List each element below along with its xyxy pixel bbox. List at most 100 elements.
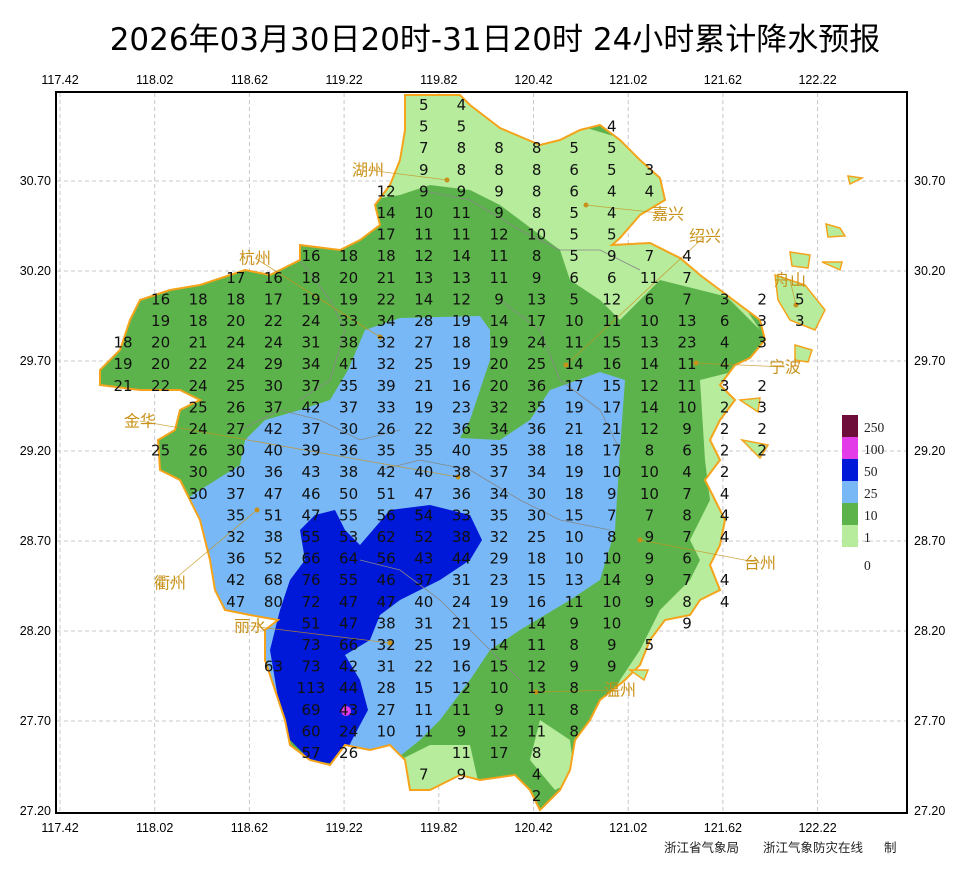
rainfall-value: 16	[301, 247, 320, 265]
lon-label-top: 120.42	[514, 73, 552, 87]
rainfall-value: 19	[414, 398, 433, 416]
city-marker-icon	[693, 360, 699, 366]
rainfall-value: 4	[457, 96, 467, 114]
rainfall-value: 10	[489, 679, 508, 697]
rainfall-value: 36	[527, 420, 546, 438]
rainfall-value: 30	[527, 506, 546, 524]
rainfall-value: 42	[377, 463, 396, 481]
rainfall-value: 32	[489, 398, 508, 416]
rainfall-value: 42	[339, 658, 358, 676]
rainfall-value: 16	[151, 290, 170, 308]
rainfall-value: 16	[452, 377, 471, 395]
rainfall-value: 2	[532, 787, 542, 805]
rainfall-value: 13	[677, 312, 696, 330]
rainfall-value: 20	[151, 355, 170, 373]
city-leader-line	[367, 169, 448, 181]
rainfall-value: 9	[607, 485, 617, 503]
city-label: 杭州	[239, 249, 271, 268]
rainfall-value: 10	[640, 463, 659, 481]
rainfall-value: 38	[452, 528, 471, 546]
rainfall-value: 12	[414, 247, 433, 265]
rainfall-value: 15	[489, 614, 508, 632]
rainfall-value: 9	[645, 550, 655, 568]
rainfall-value: 25	[527, 528, 546, 546]
rainfall-value: 6	[569, 269, 579, 287]
rainfall-value: 8	[682, 506, 692, 524]
rainfall-value: 37	[414, 571, 433, 589]
rainfall-value: 4	[720, 334, 730, 352]
rainfall-value: 14	[489, 636, 508, 654]
rainfall-value: 66	[301, 550, 320, 568]
footer-agency: 浙江省气象局	[664, 840, 739, 855]
rainfall-value: 21	[414, 377, 433, 395]
rainfall-value: 24	[226, 355, 245, 373]
rainfall-value: 27	[226, 420, 245, 438]
rainfall-value: 38	[527, 442, 546, 460]
rainfall-value: 36	[226, 550, 245, 568]
city-label: 丽水	[234, 617, 266, 636]
rainfall-value: 42	[226, 571, 245, 589]
rainfall-value: 24	[527, 334, 546, 352]
rainfall-value: 13	[565, 571, 584, 589]
rainfall-value: 40	[452, 442, 471, 460]
rainfall-value: 32	[489, 528, 508, 546]
rainfall-value: 14	[565, 355, 584, 373]
rainfall-value: 30	[527, 485, 546, 503]
rainfall-value: 13	[640, 334, 659, 352]
lat-label-left: 29.20	[20, 444, 51, 458]
lon-label-top: 119.22	[325, 73, 362, 87]
legend-swatch	[842, 481, 858, 503]
legend-label: 1	[864, 530, 871, 545]
rainfall-value: 9	[494, 182, 504, 200]
rainfall-value: 39	[301, 442, 320, 460]
city-leader-line	[139, 420, 459, 478]
rainfall-value: 11	[527, 636, 546, 654]
rainfall-value: 11	[565, 334, 584, 352]
rainfall-value: 14	[640, 355, 659, 373]
rainfall-value: 8	[457, 139, 467, 157]
rainfall-value: 9	[457, 182, 467, 200]
legend-label: 25	[864, 486, 878, 501]
rainfall-value: 35	[414, 442, 433, 460]
rainfall-value: 10	[414, 204, 433, 222]
rainfall-value: 76	[301, 571, 320, 589]
rainfall-value: 47	[264, 485, 283, 503]
rainfall-value: 54	[414, 506, 433, 524]
rainfall-value: 22	[414, 658, 433, 676]
rainfall-value: 46	[301, 485, 320, 503]
rainfall-value: 20	[226, 312, 245, 330]
rainfall-value: 28	[377, 679, 396, 697]
lat-label-right: 30.70	[914, 174, 945, 188]
city-leader-line	[535, 689, 621, 693]
rainfall-value: 22	[414, 420, 433, 438]
rainfall-value: 8	[569, 701, 579, 719]
city-leader-line	[695, 362, 786, 368]
city-leader-line	[249, 625, 391, 644]
rainfall-value: 8	[532, 204, 542, 222]
rainfall-value: 53	[339, 528, 358, 546]
rainfall-value: 24	[226, 334, 245, 352]
rainfall-value: 12	[377, 182, 396, 200]
rainfall-value: 6	[569, 161, 579, 179]
rainfall-value: 26	[226, 398, 245, 416]
rainfall-value: 8	[494, 161, 504, 179]
rainfall-value: 50	[339, 485, 358, 503]
zone-1-10-south	[400, 720, 575, 800]
rainfall-values: 5 45 5 47 8 8 8 5 59 8 8 8 6 5 312 9 9 9 8 6 4 414 10 11 9 8 5 417 1…	[113, 96, 804, 805]
rainfall-value: 18	[565, 442, 584, 460]
lon-label-bottom: 121.02	[609, 821, 647, 835]
rainfall-value: 18	[226, 290, 245, 308]
rainfall-value: 51	[264, 506, 283, 524]
rainfall-value: 2	[757, 377, 767, 395]
rainfall-value: 24	[189, 420, 208, 438]
rainfall-value: 23	[489, 571, 508, 589]
rainfall-value: 14	[489, 312, 508, 330]
rainfall-value: 17	[602, 398, 621, 416]
rainfall-value: 25	[226, 377, 245, 395]
rainfall-value: 5	[645, 636, 655, 654]
rainfall-value: 35	[489, 506, 508, 524]
rainfall-value: 10	[677, 398, 696, 416]
rainfall-value: 9	[457, 722, 467, 740]
rainfall-value: 4	[607, 118, 617, 136]
